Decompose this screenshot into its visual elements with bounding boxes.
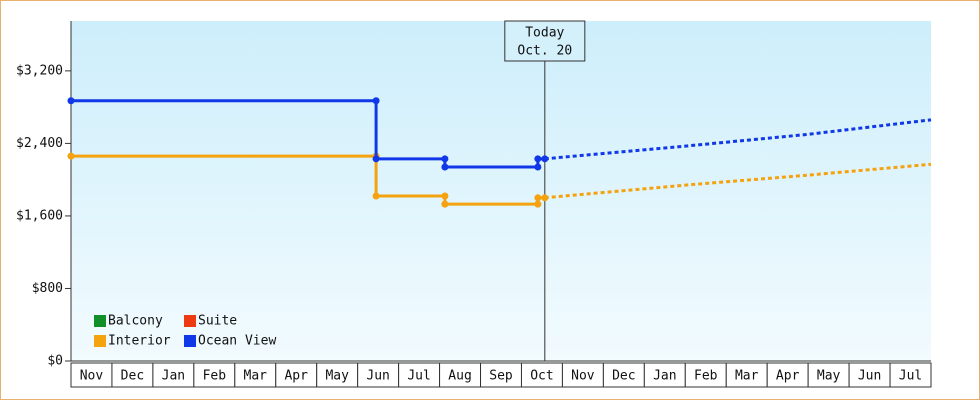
x-tick-label: Nov [571, 369, 595, 384]
today-label: Today [525, 26, 564, 41]
x-tick-box [766, 362, 809, 388]
x-tick-box [480, 362, 522, 388]
x-tick-label: Nov [80, 369, 104, 384]
x-tick-label: Dec [121, 369, 144, 384]
price-point [534, 163, 542, 171]
x-tick-box [643, 362, 686, 388]
price-point [441, 192, 449, 200]
price-point [372, 97, 380, 105]
x-tick-label: Feb [203, 369, 227, 384]
y-tick-label: $3,200 [16, 63, 63, 78]
x-tick-label: May [325, 369, 349, 384]
forecast-line [544, 162, 932, 200]
x-tick-box [234, 362, 277, 388]
x-tick-box [398, 362, 441, 388]
x-tick-label: Jun [366, 369, 389, 384]
plot-area [71, 21, 931, 361]
price-point [534, 200, 542, 208]
x-tick-label: Jul [407, 369, 430, 384]
x-tick-box [152, 362, 195, 388]
x-tick-label: Jan [653, 369, 676, 384]
today-date: Oct. 20 [517, 44, 572, 59]
x-tick-label: Jul [899, 369, 922, 384]
x-tick-label: Apr [284, 369, 308, 384]
x-tick-box [684, 362, 727, 388]
legend-swatch [94, 335, 106, 347]
y-tick-label: $0 [47, 354, 63, 369]
y-tick-label: $2,400 [16, 136, 63, 151]
price-point [441, 155, 449, 163]
x-tick-label: Jun [858, 369, 881, 384]
x-tick-label: Apr [776, 369, 800, 384]
forecast-line [544, 118, 932, 161]
x-tick-box [561, 362, 604, 388]
legend-swatch [184, 335, 196, 347]
legend-swatch [94, 315, 106, 327]
legend-label: Suite [198, 314, 237, 329]
legend-swatch [184, 315, 196, 327]
x-tick-box [889, 362, 932, 388]
x-tick-label: Sep [489, 369, 513, 384]
price-point [534, 194, 542, 202]
x-tick-box [848, 362, 891, 388]
legend-label: Balcony [108, 314, 163, 329]
x-tick-label: Oct [530, 369, 553, 384]
price-point [441, 163, 449, 171]
x-tick-label: Mar [735, 369, 759, 384]
x-tick-box [316, 362, 359, 388]
today-box [504, 20, 586, 62]
x-tick-label: Jan [162, 369, 185, 384]
price-point [67, 152, 75, 160]
price-point [372, 155, 380, 163]
x-tick-label: Aug [448, 369, 471, 384]
x-tick-box [807, 362, 850, 388]
price-point [441, 200, 449, 208]
x-tick-label: May [817, 369, 841, 384]
legend-label: Interior [108, 334, 171, 349]
x-tick-label: Dec [612, 369, 635, 384]
legend-label: Ocean View [198, 334, 276, 349]
price-point [67, 97, 75, 105]
x-tick-label: Feb [694, 369, 718, 384]
price-point [372, 192, 380, 200]
x-tick-label: Mar [244, 369, 268, 384]
price-point [534, 155, 542, 163]
y-tick-label: $800 [32, 281, 63, 296]
y-tick-label: $1,600 [16, 208, 63, 223]
